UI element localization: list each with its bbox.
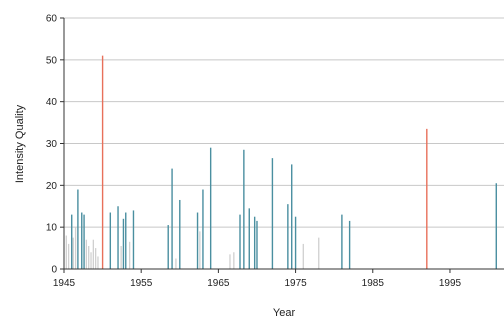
y-axis-title: Intensity Quality xyxy=(14,104,26,183)
bar xyxy=(302,243,304,269)
bar xyxy=(83,214,85,269)
bar xyxy=(109,212,112,269)
y-tick-label: 40 xyxy=(46,97,58,108)
bar xyxy=(256,220,258,269)
bar xyxy=(81,212,83,269)
bar xyxy=(175,258,177,269)
y-tick-label: 20 xyxy=(46,181,58,192)
bars xyxy=(65,55,497,270)
bar xyxy=(271,158,274,269)
bar xyxy=(122,218,125,269)
bar xyxy=(253,216,256,269)
bar xyxy=(90,252,92,269)
bar xyxy=(341,214,343,269)
bar xyxy=(199,231,201,269)
bar xyxy=(179,199,181,269)
bar xyxy=(209,147,212,269)
bar xyxy=(132,210,135,269)
axes xyxy=(60,17,504,273)
bar xyxy=(88,245,90,269)
bar xyxy=(233,252,235,269)
bar xyxy=(94,248,97,269)
bar xyxy=(74,227,77,269)
bar xyxy=(243,149,245,269)
x-tick-label: 1995 xyxy=(439,278,462,289)
x-axis-title: Year xyxy=(273,307,296,319)
bar xyxy=(92,239,94,269)
y-tick-label: 60 xyxy=(46,14,58,25)
bar xyxy=(85,239,88,269)
bar xyxy=(287,204,289,269)
y-tick-label: 50 xyxy=(46,55,58,66)
y-tick-label: 10 xyxy=(46,223,58,234)
y-tick-label: 30 xyxy=(46,139,58,150)
x-tick-label: 1975 xyxy=(284,278,307,289)
bar xyxy=(495,183,497,269)
bar xyxy=(294,216,297,269)
bar xyxy=(101,55,104,270)
bar xyxy=(229,254,231,269)
bar xyxy=(239,214,241,269)
bar xyxy=(117,206,119,269)
bar xyxy=(167,225,169,269)
bar xyxy=(348,220,351,269)
bar xyxy=(291,164,293,269)
x-tick-label: 1985 xyxy=(362,278,385,289)
x-tick-label: 1955 xyxy=(130,278,153,289)
bar xyxy=(97,256,99,269)
bar xyxy=(171,168,173,269)
gridlines xyxy=(64,17,504,228)
bar xyxy=(426,128,428,269)
bar xyxy=(72,237,74,269)
bar xyxy=(77,189,79,269)
bar xyxy=(65,235,67,269)
bar xyxy=(125,212,127,269)
bar xyxy=(67,243,70,269)
bar xyxy=(248,208,250,269)
y-tick-label: 0 xyxy=(51,265,57,276)
tick-labels: 0 10 20 30 40 50 60 1945 1955 1965 1975 1985 1995 xyxy=(46,14,462,290)
bar xyxy=(318,237,320,269)
x-tick-label: 1965 xyxy=(207,278,230,289)
bar xyxy=(202,189,204,269)
bar xyxy=(196,212,199,269)
bar xyxy=(128,241,131,269)
bar xyxy=(120,245,122,269)
bar xyxy=(71,214,73,269)
x-tick-label: 1945 xyxy=(53,278,76,289)
